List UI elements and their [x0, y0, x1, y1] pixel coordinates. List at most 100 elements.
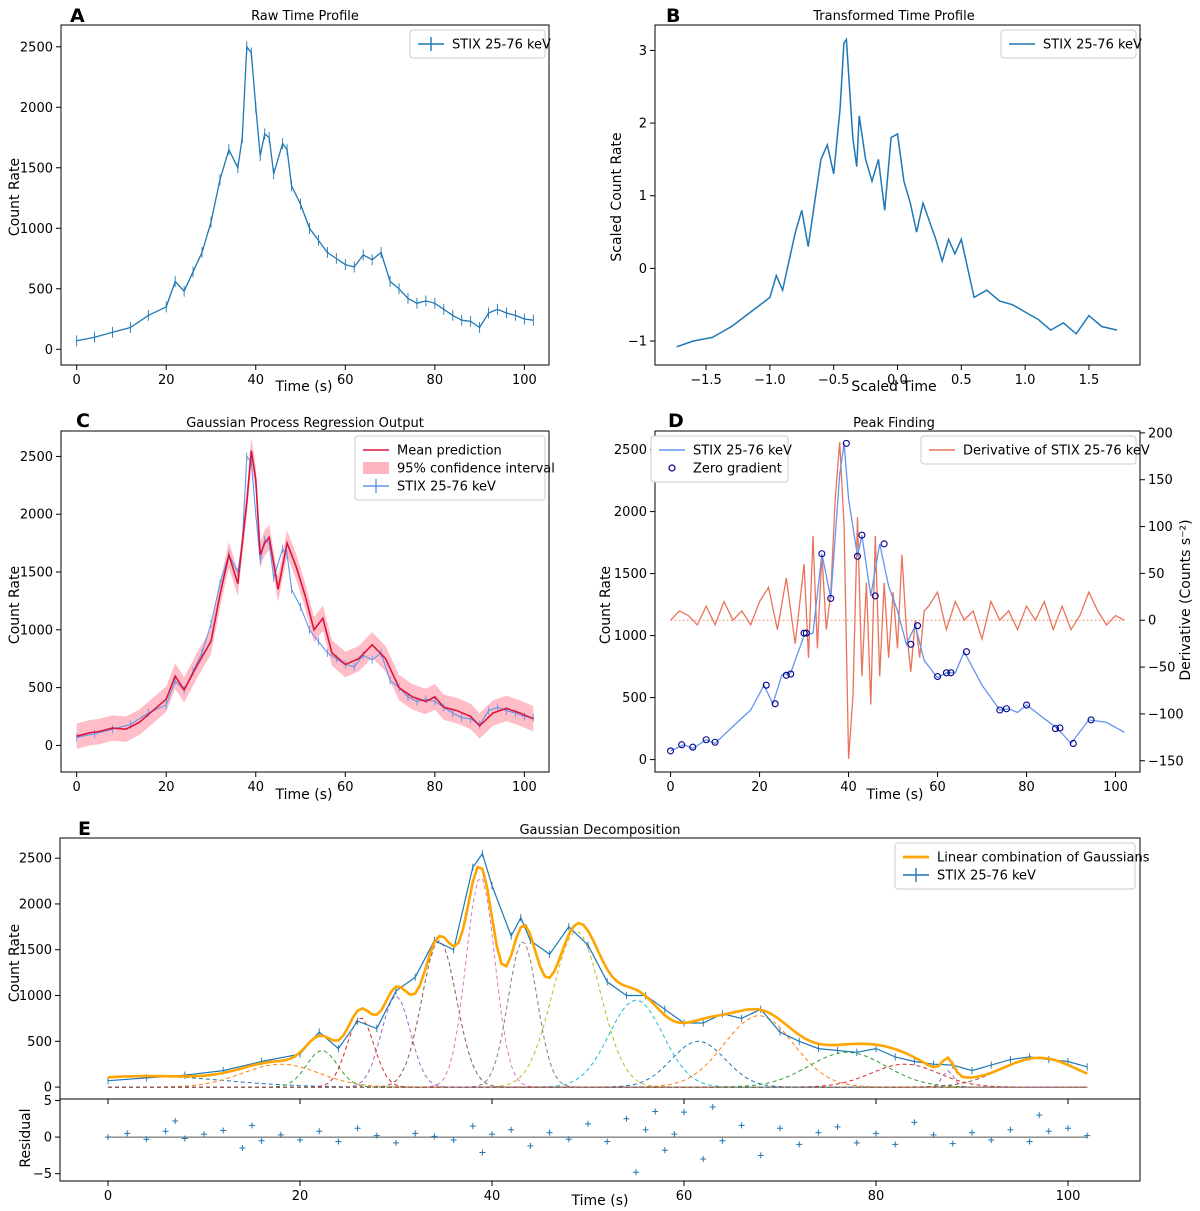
gaussian-component — [108, 877, 1088, 1088]
zero-gradient-point — [962, 648, 971, 656]
x-axis-label: Scaled Time — [851, 379, 936, 395]
legend-label: Zero gradient — [693, 462, 782, 477]
y-tick-label: 1500 — [20, 566, 53, 581]
data-line — [76, 454, 534, 738]
chart-title: Raw Time Profile — [251, 9, 359, 24]
residual-point — [930, 1131, 937, 1138]
zero-gradient-point — [762, 681, 770, 689]
y2-tick-label: −50 — [1148, 661, 1175, 676]
zero-gradient-point — [1069, 739, 1077, 748]
residual-point — [1045, 1128, 1052, 1135]
y-tick-label: 2500 — [19, 852, 52, 867]
residual-point — [719, 1137, 726, 1144]
y-tick-label: 2000 — [20, 101, 53, 116]
x-tick-label: 0 — [104, 1189, 112, 1204]
x-tick-label: 1.0 — [1015, 373, 1036, 388]
residual-point — [316, 1128, 323, 1135]
residual-point — [661, 1147, 668, 1154]
residual-point — [1007, 1126, 1014, 1133]
residual-point — [892, 1141, 899, 1148]
residual-point — [853, 1139, 860, 1146]
residual-point — [489, 1131, 495, 1138]
y-tick-label: 0 — [44, 1081, 52, 1096]
axes-frame — [59, 1098, 1141, 1182]
zero-gradient-point — [678, 741, 686, 749]
y-tick-label: 1000 — [614, 629, 647, 644]
y-tick-label: −1 — [628, 335, 647, 350]
legend — [1000, 29, 1137, 59]
x-tick-label: 0.0 — [887, 373, 908, 388]
x-tick-label: −1.0 — [754, 373, 786, 388]
y-tick-label: 2500 — [20, 40, 53, 55]
residual-point — [201, 1131, 207, 1138]
axes-frame — [60, 24, 550, 366]
y-tick-label: 0 — [45, 739, 53, 754]
y-tick-label: 500 — [28, 282, 53, 297]
residual-point — [700, 1156, 707, 1163]
zero-gradient-point — [800, 629, 808, 637]
residual-point — [777, 1125, 783, 1132]
y-tick-label: 2500 — [20, 450, 53, 465]
data-line — [76, 44, 534, 342]
x-tick-label: 20 — [751, 780, 768, 795]
combination-line — [107, 865, 1088, 1079]
chart-title: Gaussian Decomposition — [519, 823, 680, 838]
x-tick-label: 80 — [427, 780, 444, 795]
residual-point — [181, 1135, 188, 1142]
gaussian-component — [108, 1051, 1088, 1088]
y-tick-label: 1000 — [20, 222, 53, 237]
zero-gradient-point — [942, 669, 950, 677]
zero-gradient-point — [996, 706, 1004, 714]
y-tick-label: 1500 — [20, 161, 53, 176]
residual-point — [431, 1133, 438, 1140]
y-axis-label: Residual — [18, 1108, 34, 1167]
x-tick-label: 60 — [929, 780, 946, 795]
zero-gradient-point — [1022, 701, 1031, 709]
x-axis-label: Time (s) — [275, 787, 333, 803]
panel-b: B Transformed Time Profile Scaled Time S… — [609, 5, 1142, 395]
x-tick-label: 80 — [1018, 780, 1035, 795]
panel-e: E Gaussian Decomposition Count Rate 0 500… — [7, 818, 1150, 1104]
residual-point — [277, 1131, 284, 1138]
residual-point — [565, 1136, 572, 1143]
residual-point — [172, 1117, 179, 1124]
x-tick-label: −0.5 — [818, 373, 850, 388]
residual-point — [1026, 1138, 1033, 1145]
residual-point — [412, 1130, 419, 1137]
zero-gradient-point — [933, 672, 942, 681]
residual-point — [469, 1123, 476, 1130]
legend-swatch — [668, 464, 676, 472]
x-tick-label: 80 — [427, 373, 444, 388]
y-tick-label: 5 — [44, 1094, 52, 1109]
y-axis-label: Count Rate — [7, 924, 23, 1002]
residual-point — [633, 1169, 639, 1176]
x-tick-label: −1.5 — [690, 373, 722, 388]
residual-point — [373, 1132, 380, 1139]
legend-label: Derivative of STIX 25-76 keV — [963, 444, 1150, 459]
gaussian-component — [108, 1069, 1088, 1088]
residual-point — [527, 1142, 534, 1149]
y-tick-label: 1 — [639, 189, 647, 204]
x-tick-label: 0 — [73, 780, 81, 795]
y-tick-label: −5 — [33, 1167, 52, 1182]
panel-letter: C — [76, 410, 90, 432]
axes-frame — [654, 430, 1141, 773]
y-tick-label: 2000 — [19, 897, 52, 912]
residual-point — [239, 1145, 246, 1152]
residual-point — [757, 1152, 764, 1159]
gaussian-component — [108, 1015, 1088, 1088]
legend — [650, 435, 789, 483]
y2-tick-label: 200 — [1148, 426, 1173, 441]
y-axis-label: Scaled Count Rate — [609, 132, 625, 261]
zero-gradient-point — [1087, 716, 1095, 724]
y-tick-label: 1000 — [19, 989, 52, 1004]
y-tick-label: 500 — [27, 1035, 52, 1050]
legend — [894, 842, 1136, 890]
y-tick-label: 1000 — [20, 623, 53, 638]
gaussian-component — [108, 999, 1088, 1088]
y-tick-label: 0 — [44, 1131, 52, 1146]
x-tick-label: 80 — [868, 1189, 885, 1204]
